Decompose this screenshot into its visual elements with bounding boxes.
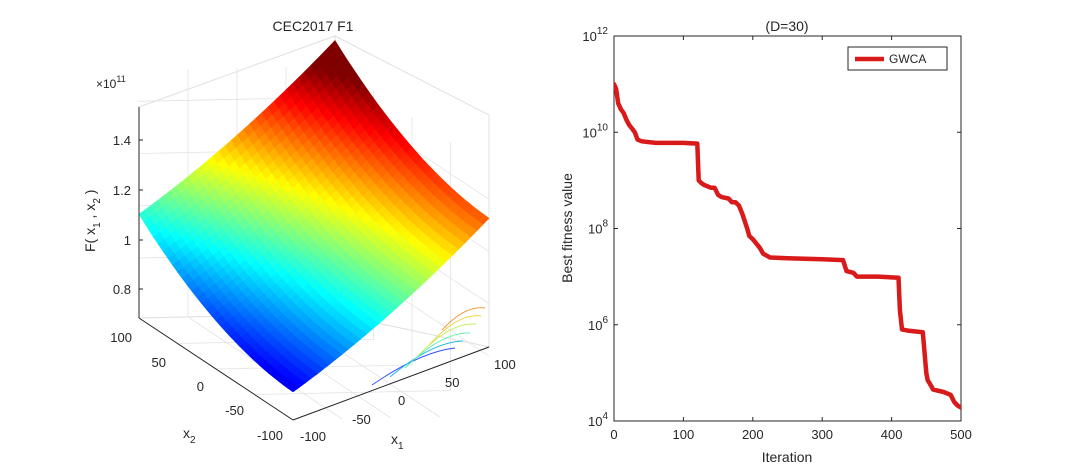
x-tick-label: 0 (610, 427, 617, 442)
x1-axis-label: x1 (391, 431, 404, 452)
x2-tick-labels: 100 50 0 -50 -100 (110, 330, 283, 443)
y-tick-label: 1012 (582, 26, 608, 44)
series-line-gwca (614, 81, 961, 410)
surface-mesh (138, 40, 490, 393)
contour-line (371, 347, 456, 386)
legend: GWCA (847, 46, 948, 71)
x-tick-label: 100 (673, 427, 695, 442)
y-tick-label: 104 (588, 411, 608, 429)
plot-area (613, 35, 962, 422)
x-ticks: 0 100 200 300 400 500 (610, 36, 972, 442)
contour-line (389, 340, 464, 378)
y-tick-label: 108 (588, 219, 608, 237)
convergence-chart: (D=30) 0 100 200 300 400 500 104 106 108 1010 101… (559, 18, 972, 465)
floor-contours (371, 307, 486, 386)
x1-tick-label: 0 (398, 393, 405, 408)
contour-line (429, 315, 482, 345)
x1-tick-label: -50 (352, 412, 371, 427)
z-axis-label: F( x1 , x2 ) (82, 190, 103, 252)
x1-tick-label: 100 (494, 357, 516, 372)
x2-tick-label: 0 (197, 379, 204, 394)
x-tick-label: 300 (811, 427, 833, 442)
legend-box (847, 46, 948, 71)
x2-tick-label: 50 (152, 355, 166, 370)
y-ticks: 104 106 108 1010 1012 (582, 26, 961, 429)
x-tick-label: 400 (881, 427, 903, 442)
x-tick-label: 200 (742, 427, 764, 442)
x2-tick-label: 100 (110, 330, 132, 345)
legend-label-gwca: GWCA (889, 52, 926, 66)
z-tick-label: 1.4 (113, 133, 131, 148)
x1-tick-label: 50 (445, 375, 459, 390)
contour-line (441, 307, 486, 331)
z-tick-label: 0.8 (113, 282, 131, 297)
x2-tick-label: -100 (257, 428, 283, 443)
x-axis-line (292, 346, 490, 421)
z-tick-label: 1.2 (113, 183, 131, 198)
convergence-title: (D=30) (765, 18, 808, 34)
x-axis-label: Iteration (762, 449, 813, 465)
surface-title: CEC2017 F1 (273, 18, 354, 34)
y-axis-line (138, 317, 294, 421)
contour-line (404, 332, 471, 369)
x2-axis-label: x2 (183, 425, 196, 446)
x-tick-label: 500 (950, 427, 972, 442)
x1-tick-labels: -100 -50 0 50 100 (300, 357, 516, 444)
y-axis-label: Best fitness value (559, 173, 575, 283)
surface-patch (287, 383, 300, 393)
y-tick-label: 106 (588, 315, 608, 333)
contour-line (417, 323, 477, 357)
z-exponent: ×1011 (96, 74, 126, 91)
surface-chart: CEC2017 F1 0.8 1 1.2 (82, 18, 516, 452)
z-tick-label: 1 (124, 233, 131, 248)
z-tick-labels: 0.8 1 1.2 1.4 (113, 133, 143, 297)
x2-tick-label: -50 (225, 403, 244, 418)
x1-tick-label: -100 (300, 429, 326, 444)
y-tick-label: 1010 (582, 122, 608, 140)
